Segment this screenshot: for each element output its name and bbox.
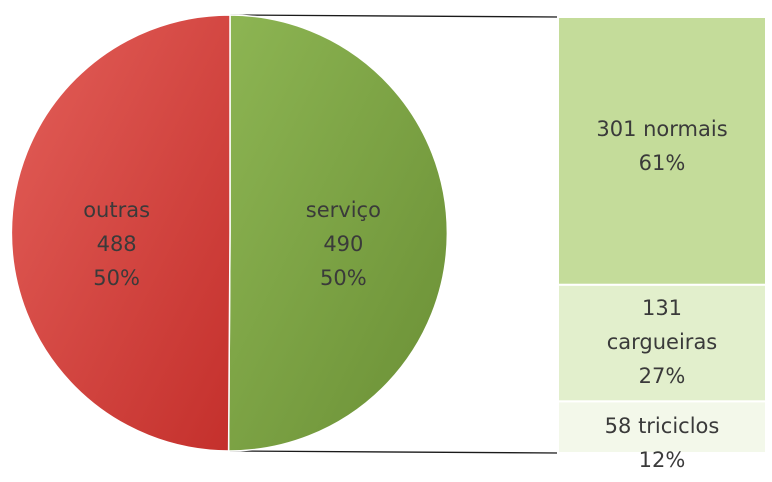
connector-line-bottom — [229, 450, 559, 454]
connector-lines — [229, 14, 559, 454]
pie-label-label: serviço — [306, 198, 381, 222]
bar-label-value-label: 58 triciclos — [605, 414, 720, 438]
pie-label-label: outras — [83, 198, 150, 222]
bar-label-label: cargueiras — [607, 330, 718, 354]
bar-label-percent: 12% — [639, 448, 686, 472]
connector-line-top — [229, 14, 559, 18]
bar-segment-normais — [557, 16, 767, 286]
pie: serviço 490 50% outras 488 50% — [10, 14, 449, 452]
bar-label-value: 131 — [642, 296, 682, 320]
pie-slice-outras — [10, 14, 231, 452]
bar-segment-cargueiras — [557, 283, 767, 403]
pie-slice-servico — [227, 14, 449, 452]
pie-label-percent: 50% — [320, 266, 367, 290]
pie-label-value: 488 — [97, 232, 137, 256]
pie-label-percent: 50% — [93, 266, 140, 290]
bar-label-percent: 27% — [639, 364, 686, 388]
stacked-bar: 301 normais 61% 131 cargueiras 27% 58 tricicl… — [557, 16, 767, 472]
bar-segment-triciclos — [557, 400, 767, 455]
bar-label-percent: 61% — [639, 151, 686, 175]
pie-label-value: 490 — [323, 232, 363, 256]
bar-label-value-label: 301 normais — [596, 117, 727, 141]
